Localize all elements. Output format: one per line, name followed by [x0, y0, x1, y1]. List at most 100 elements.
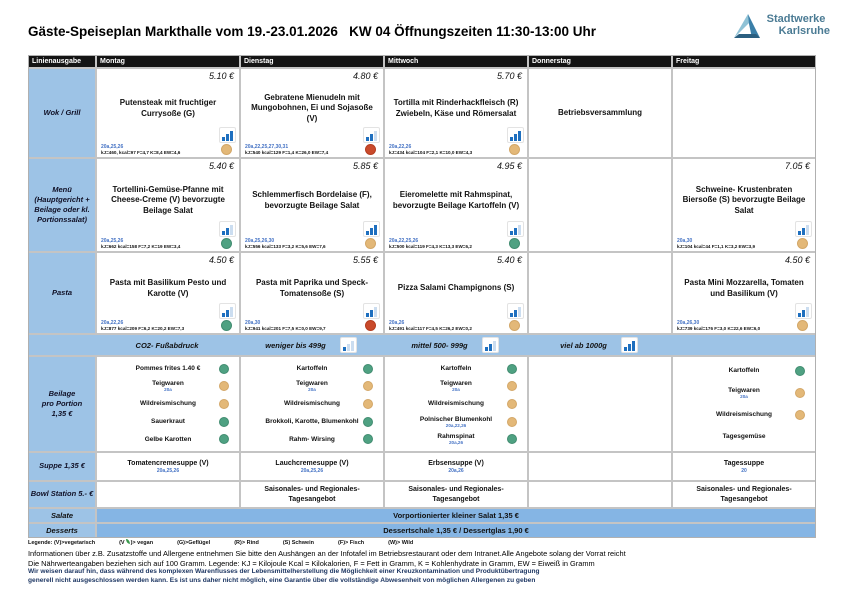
- beilage-item: Rahm- Wirsing: [241, 430, 383, 448]
- beilage-name: Teigwaren: [296, 380, 328, 388]
- suppe-cell: Tagessuppe 20: [673, 453, 815, 480]
- dish-name: Gebratene Mienudeln mit Mungobohnen, Ei …: [251, 92, 373, 123]
- dish-info: 20a,22,25,27,30,31 kJ=540 kcal=129 F=1,4 …: [245, 144, 357, 155]
- beilage-name: Wildreismischung: [428, 400, 484, 408]
- co2-bar: [627, 344, 631, 351]
- co2-level-label: viel ab 1000g: [560, 340, 607, 350]
- dish-info: 20a,22,26 kJ=877 kcal=209 F=6,2 K=20,2 EW…: [101, 320, 213, 331]
- co2-bar: [510, 313, 513, 317]
- co2-bar: [806, 225, 809, 235]
- dish-name: Tortilla mit Rinderhackfleisch (R) Zwieb…: [393, 98, 519, 118]
- row-label-pasta: Pasta: [29, 253, 95, 333]
- allergen-codes: 20a,25,26: [101, 144, 124, 150]
- beilage-name: Gelbe Karotten: [144, 435, 192, 443]
- nutrition-values: kJ=941 kcal=201 F=7,5 K=0,0 EW=9,7: [245, 326, 326, 331]
- co2-bar-icon: [507, 127, 524, 143]
- nutrition-values: kJ=739 kcal=176 F=3,0 K=22,6 EW=6,0: [677, 326, 761, 331]
- allergen-codes: 20a: [308, 387, 316, 393]
- traffic-light-dot: [221, 144, 232, 155]
- nutrition-values: kJ=500 kcal=119 F=4,3 K=13,3 EW=6,2: [389, 244, 472, 249]
- footer-line-3: Wir weisen darauf hin, dass während des …: [28, 568, 540, 576]
- co2-bar: [222, 137, 225, 141]
- beilage-name: Rahmspinat: [437, 433, 475, 441]
- dish-info: 20a,26,30 kJ=739 kcal=176 F=3,0 K=22,6 EW…: [677, 320, 789, 331]
- traffic-light-dot: [365, 144, 376, 155]
- dish-cell: 7.05 € Schweine- Krustenbraten Biersoße (…: [673, 159, 815, 251]
- nutrition-values: kJ=104 kcal=44 F=1,1 K=3,2 EW=3,9: [677, 244, 756, 249]
- titlebar: Gäste-Speiseplan Markthalle vom 19.-23.0…: [28, 24, 692, 39]
- co2-bar-icon: [620, 337, 638, 353]
- dish-name: Eieromelette mit Rahmspinat, bevorzugte …: [392, 190, 520, 210]
- legend-item: (V)> vegan: [119, 539, 153, 546]
- beilage-name: Wildreismischung: [284, 400, 340, 408]
- beilage-item: Kartoffeln: [241, 360, 383, 378]
- beilage-name: Teigwaren: [152, 380, 184, 388]
- co2-level-mittel: mittel 500- 999g: [383, 337, 527, 353]
- dish-price: 4.80 €: [352, 71, 378, 81]
- dish-price: 5.55 €: [352, 255, 378, 265]
- co2-bar: [374, 307, 377, 317]
- dish-cell: 4.50 € Pasta mit Basilikum Pesto und Karo…: [97, 253, 239, 333]
- co2-bar: [366, 313, 369, 317]
- co2-bar: [222, 313, 225, 317]
- dish-info: 20a,25,26 kJ=460, kcal=97 F=4,7 K=8,4 EW=…: [101, 144, 213, 155]
- footer-line-4: generell nicht ausgeschlossen werden kan…: [28, 576, 536, 584]
- traffic-light-dot: [363, 416, 373, 427]
- legend-row: Legende: (V)>vegetarisch (V)> vegan (G)>Ge…: [28, 539, 413, 546]
- traffic-light-dot: [221, 320, 232, 331]
- beilage-name: Teigwaren: [728, 386, 760, 394]
- co2-bar: [802, 310, 805, 317]
- traffic-light-dot: [219, 363, 229, 374]
- co2-bar: [374, 225, 377, 235]
- co2-level-viel: viel ab 1000g: [527, 337, 671, 353]
- dish-name: Pasta Mini Mozzarella, Tomaten und Basil…: [684, 278, 804, 298]
- traffic-light-dot: [219, 398, 229, 409]
- dish-cell: 5.70 € Tortilla mit Rinderhackfleisch (R)…: [385, 69, 527, 157]
- allergen-codes: 20a,26: [448, 467, 464, 474]
- beilage-item: Wildreismischung: [241, 395, 383, 413]
- dish-cell: [673, 69, 815, 157]
- co2-bar: [230, 131, 233, 141]
- stadtwerke-logo: Stadtwerke Karlsruhe: [732, 12, 830, 40]
- beilage-cell: Kartoffeln Teigwaren 20a Wildreismischung Po…: [385, 357, 527, 451]
- allergen-codes: 20a,25,26: [156, 467, 180, 474]
- nutrition-values: kJ=460, kcal=97 F=4,7 K=8,4 EW=4,6: [101, 150, 181, 155]
- logo-line1: Stadtwerke: [766, 13, 826, 26]
- co2-bar: [798, 231, 801, 235]
- co2-bar-icon: [363, 303, 380, 319]
- dish-cell: 5.10 € Putensteak mit fruchtiger Currysoß…: [97, 69, 239, 157]
- legend-item: Legende: (V)>vegetarisch: [28, 539, 96, 546]
- allergen-codes: 20a,22,26: [389, 144, 412, 150]
- allergen-codes: 20a: [164, 387, 172, 393]
- suppe-name: Tagessuppe: [723, 459, 765, 467]
- dish-price: 4.95 €: [496, 161, 522, 171]
- traffic-light-dot: [507, 398, 517, 409]
- allergen-codes: 20a: [452, 387, 460, 393]
- dish-info: 20a,30 kJ=104 kcal=44 F=1,1 K=3,2 EW=3,9: [677, 238, 789, 249]
- bowl-cell: [97, 482, 239, 507]
- suppe-cell: [529, 453, 671, 480]
- co2-bar: [226, 228, 229, 235]
- traffic-light-dot: [219, 434, 229, 445]
- dish-price: 5.40 €: [496, 255, 522, 265]
- co2-bar: [374, 131, 377, 141]
- column-header-freitag: Freitag: [673, 56, 815, 67]
- suppe-name: Lauchcremesuppe (V): [275, 459, 349, 467]
- co2-bar: [488, 344, 492, 351]
- footer-line-1: Informationen über z.B. Zusatzstoffe und…: [28, 549, 626, 558]
- allergen-codes: 20a: [740, 394, 748, 400]
- traffic-light-dot: [363, 363, 373, 374]
- co2-label: CO2- Fußabdruck: [135, 340, 199, 350]
- allergen-codes: 20a,30: [245, 320, 261, 326]
- logo-line2: Karlsruhe: [778, 25, 830, 37]
- nutrition-values: kJ=556 kcal=133 F=3,2 K=5,6 EW=7,6: [245, 244, 326, 249]
- co2-bar-icon: [219, 127, 236, 143]
- co2-bar: [510, 137, 513, 141]
- beilage-item: Wildreismischung: [385, 395, 527, 413]
- column-header-donnerstag: Donnerstag: [529, 56, 671, 67]
- traffic-light-dot: [219, 416, 229, 427]
- co2-bar: [226, 134, 229, 141]
- co2-bar-icon: [219, 221, 236, 237]
- co2-bar: [798, 313, 801, 317]
